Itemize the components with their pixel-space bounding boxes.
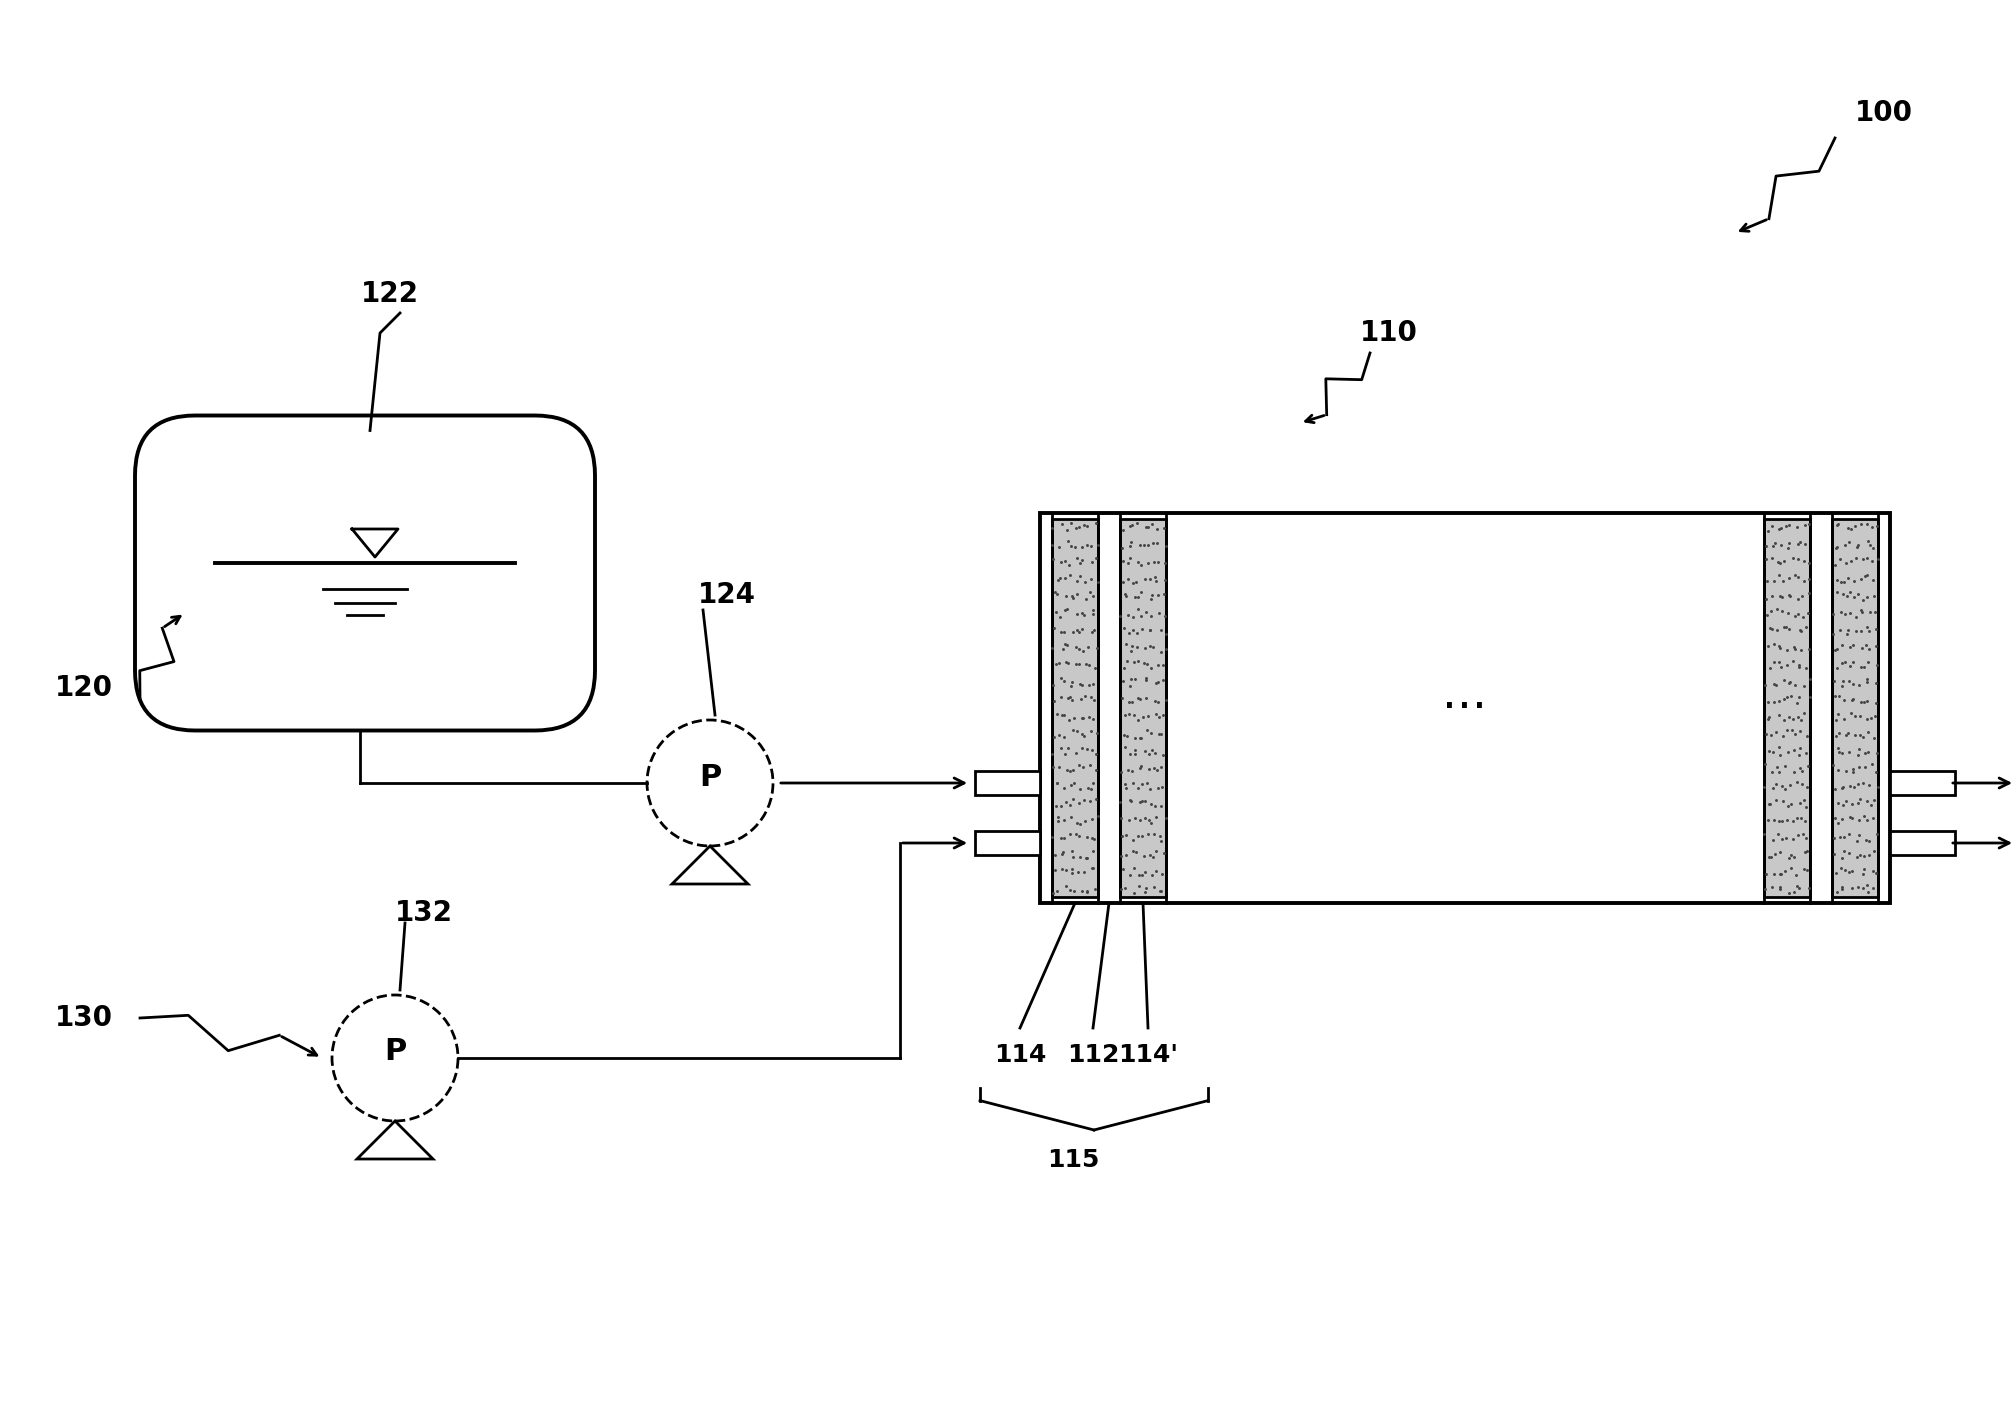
Text: 110: 110 [1359, 318, 1418, 347]
Bar [1889, 831, 1954, 854]
FancyBboxPatch shape [135, 415, 594, 731]
Text: 122: 122 [361, 281, 419, 309]
Text: 130: 130 [54, 1005, 113, 1033]
Text: 124: 124 [697, 581, 755, 609]
Text: 132: 132 [395, 899, 453, 927]
Bar [975, 831, 1039, 854]
Bar [1039, 513, 1889, 904]
Text: 100: 100 [1855, 100, 1911, 128]
Text: 114: 114 [993, 1042, 1045, 1068]
Bar [1120, 519, 1166, 897]
Text: ···: ··· [1442, 686, 1486, 731]
Text: 112: 112 [1065, 1042, 1118, 1068]
Bar [1051, 519, 1098, 897]
Text: 114': 114' [1118, 1042, 1178, 1068]
Text: P: P [385, 1037, 407, 1066]
Bar [975, 772, 1039, 796]
Bar [1889, 772, 1954, 796]
Text: P: P [699, 762, 721, 791]
Bar [1831, 519, 1877, 897]
Bar [1762, 519, 1809, 897]
Text: 120: 120 [54, 673, 113, 702]
Text: 115: 115 [1047, 1148, 1100, 1172]
